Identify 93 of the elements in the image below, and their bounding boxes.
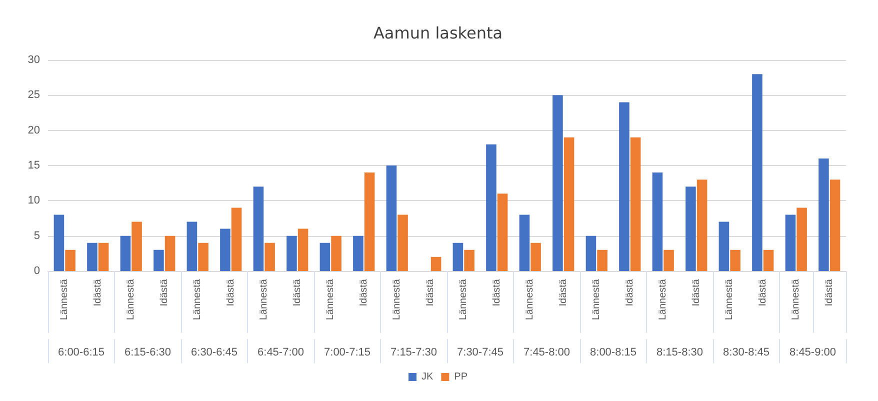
text: 6:15-6:30	[124, 346, 171, 358]
text: 7:45-8:00	[524, 346, 570, 358]
x-tick-label: Lännestä	[658, 278, 669, 320]
legend-label: JK	[421, 372, 434, 382]
x-tick-label: Idästä	[92, 278, 104, 306]
x-tick-label: Lännestä	[325, 278, 336, 320]
bar	[464, 250, 474, 271]
bar	[696, 180, 708, 271]
y-tick-label: 5	[34, 230, 40, 242]
text: 6:00-6:15	[58, 346, 104, 358]
x-tick-label: Idästä	[292, 278, 303, 306]
bar	[253, 186, 264, 271]
text: 7:15-7:30	[390, 346, 437, 358]
bar	[331, 236, 342, 271]
bar	[430, 256, 442, 271]
bar	[54, 214, 64, 271]
text: 6:45-7:00	[258, 346, 304, 358]
chart-title: Aamun laskenta	[373, 24, 503, 42]
bar	[530, 242, 541, 271]
bar	[564, 137, 574, 271]
text: 7:30-7:45	[457, 346, 504, 358]
x-tick-label: Lännestä	[724, 278, 736, 320]
x-tick-label: Lännestä	[392, 278, 403, 320]
bar	[796, 208, 807, 271]
x-tick-label: Lännestä	[126, 278, 137, 320]
bar	[497, 194, 508, 271]
bar	[763, 250, 774, 271]
bar	[198, 242, 208, 271]
bar	[87, 242, 98, 271]
bar	[785, 214, 796, 271]
bar	[220, 228, 230, 271]
bar	[452, 242, 464, 271]
bar	[186, 222, 198, 271]
bar	[398, 214, 408, 271]
y-tick-label: 20	[28, 124, 40, 136]
x-tick-label: Idästä	[624, 278, 636, 306]
bar	[298, 228, 308, 271]
y-tick-label: 10	[28, 194, 40, 207]
text: 6:30-6:45	[191, 346, 238, 358]
x-tick-label: Idästä	[558, 278, 569, 306]
x-tick-label: Lännestä	[591, 278, 602, 320]
text: 8:00-8:15	[590, 346, 636, 358]
x-tick-label: Idästä	[358, 278, 370, 306]
x-tick-label: Idästä	[225, 278, 236, 306]
y-tick-label: 30	[28, 54, 40, 66]
x-tick-label: Lännestä	[790, 278, 802, 320]
x-tick-label: Lännestä	[458, 278, 470, 320]
x-tick-label: Lännestä	[192, 278, 204, 320]
text: 7:00-7:15	[324, 346, 370, 358]
x-tick-label: Idästä	[824, 278, 835, 306]
bar	[486, 144, 496, 271]
bar	[164, 236, 176, 271]
bar	[818, 158, 829, 271]
bar	[619, 102, 630, 271]
x-tick-label: Lännestä	[59, 278, 70, 320]
bar	[718, 222, 730, 271]
bar	[586, 236, 596, 271]
bar	[264, 242, 275, 271]
bar	[752, 74, 762, 271]
bar	[120, 236, 131, 271]
x-tick-label: Idästä	[158, 278, 170, 306]
legend-label: PP	[454, 372, 468, 382]
bar	[231, 208, 242, 271]
bar	[686, 186, 696, 271]
bar	[386, 166, 397, 271]
bar	[154, 250, 164, 271]
bar	[320, 242, 330, 271]
bar	[664, 250, 674, 271]
bar	[98, 242, 109, 271]
bar	[519, 214, 530, 271]
bar	[364, 172, 375, 271]
bar	[353, 236, 364, 271]
y-tick-label: 25	[28, 89, 40, 102]
bar	[65, 250, 76, 271]
text: 8:30-8:45	[723, 346, 770, 358]
y-tick-label: 15	[28, 160, 40, 172]
text: 8:15-8:30	[656, 346, 703, 358]
bar	[132, 222, 142, 271]
x-tick-label: Lännestä	[524, 278, 536, 320]
bar	[830, 180, 840, 271]
text: 8:45-9:00	[790, 346, 836, 358]
y-tick-label: 0	[34, 265, 40, 277]
x-tick-label: Idästä	[757, 278, 768, 306]
x-tick-label: Idästä	[690, 278, 702, 306]
x-tick-label: Idästä	[424, 278, 436, 306]
bar	[652, 172, 663, 271]
bar	[730, 250, 740, 271]
bar	[552, 95, 563, 271]
bar	[597, 250, 608, 271]
bar	[630, 137, 641, 271]
bar	[286, 236, 297, 271]
x-tick-label: Lännestä	[258, 278, 270, 320]
x-tick-label: Idästä	[491, 278, 502, 306]
